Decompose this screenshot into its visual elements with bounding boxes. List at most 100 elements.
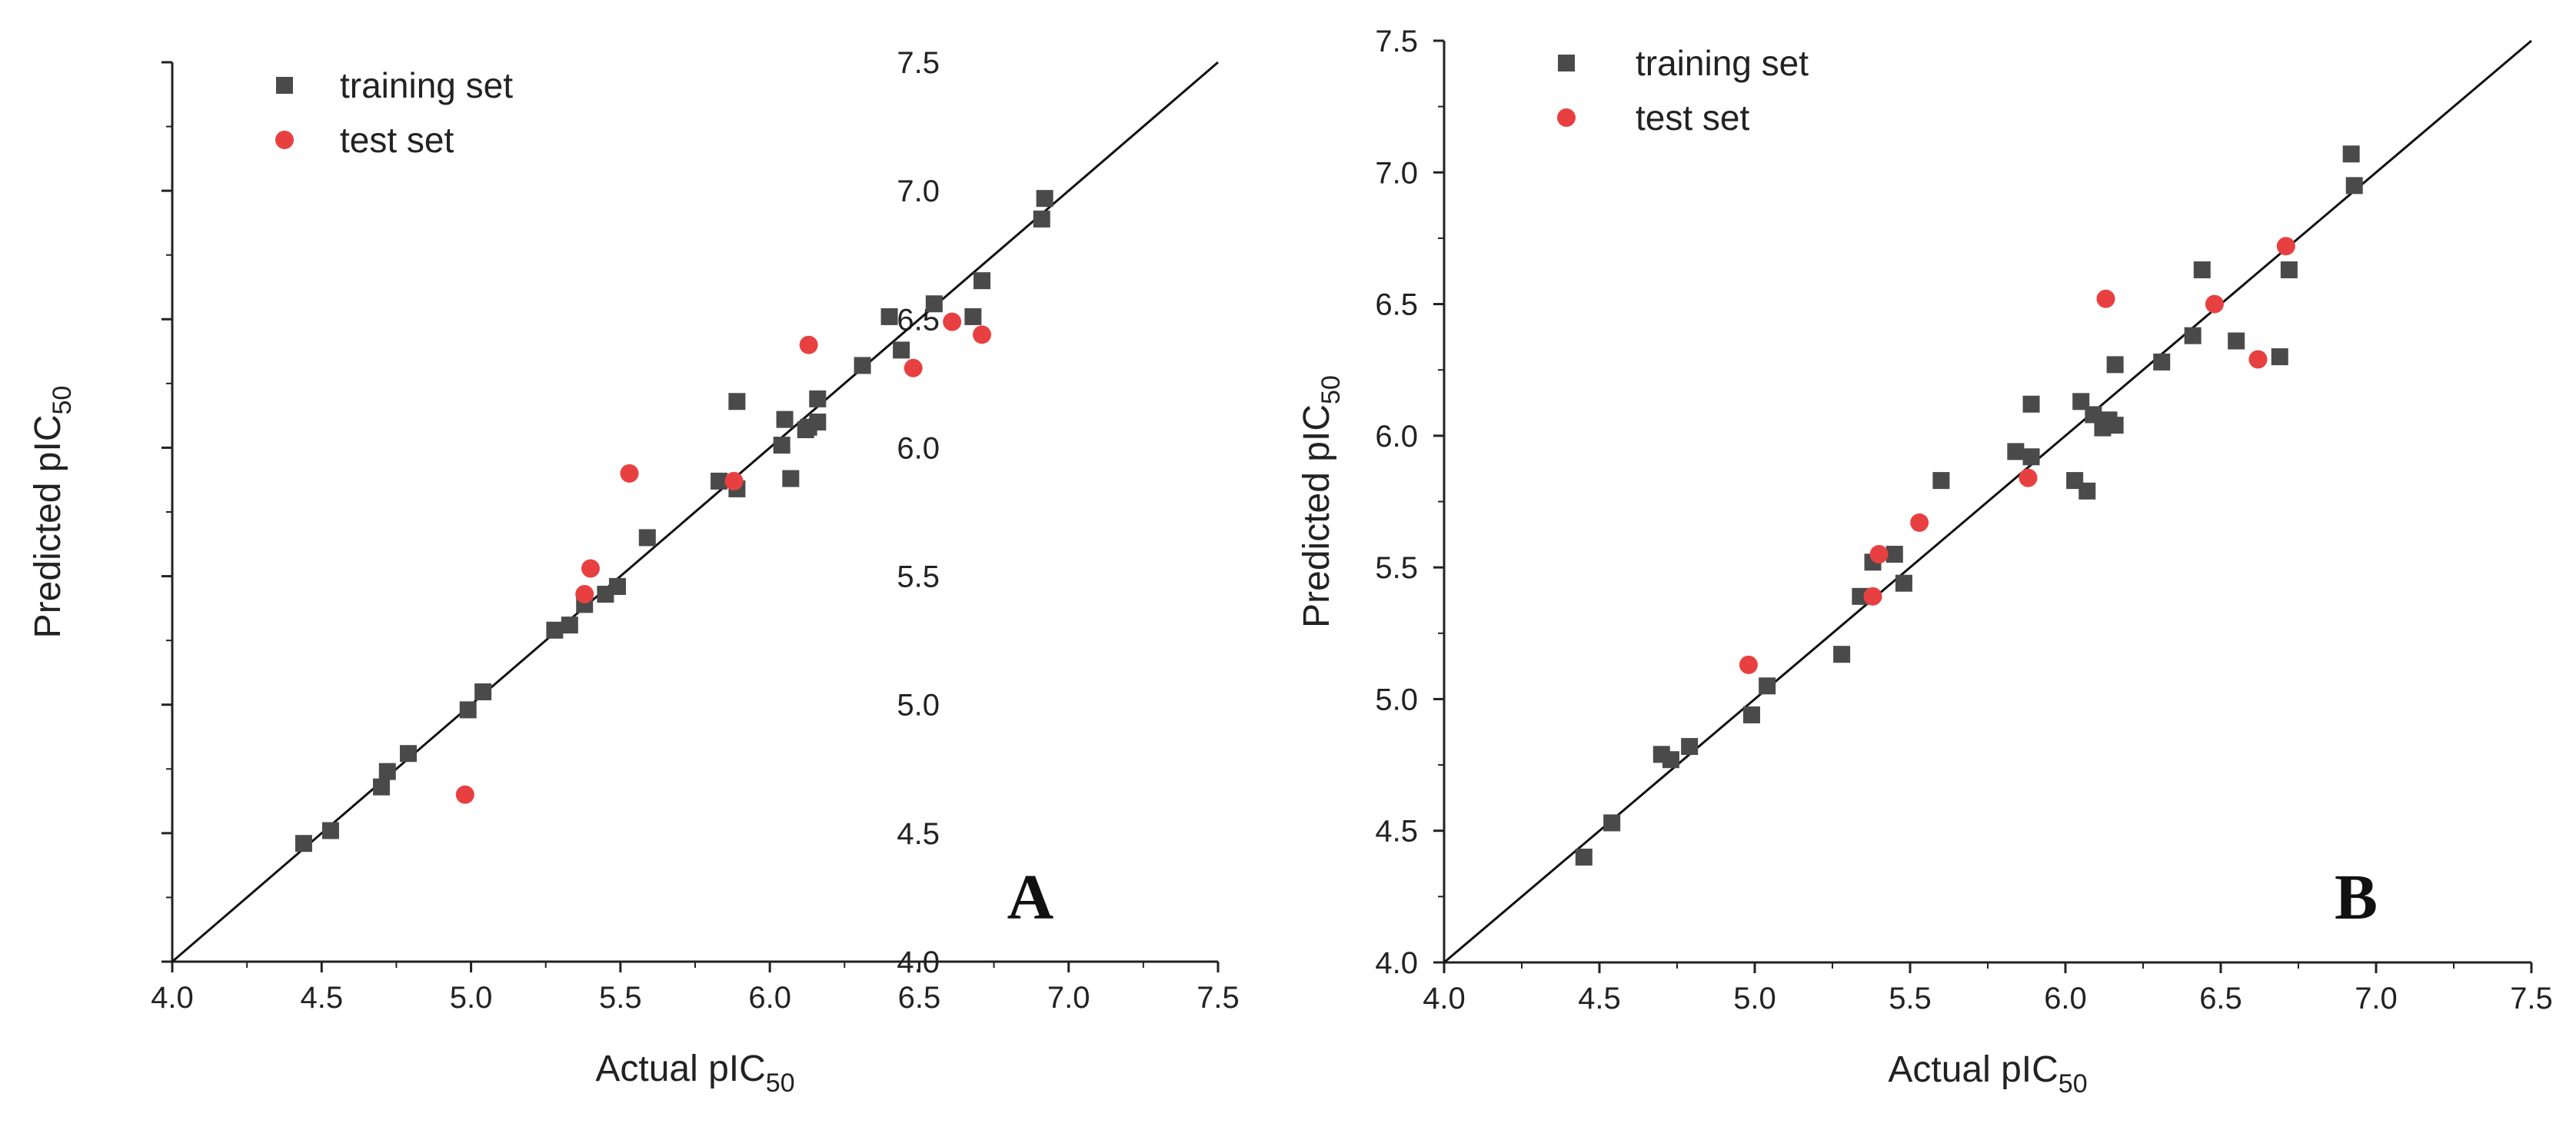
training-point (2085, 406, 2102, 424)
x-axis-title-subscript: 50 (2058, 1069, 2088, 1098)
training-point (2345, 177, 2363, 194)
training-point (1603, 814, 1621, 832)
training-point (773, 437, 790, 454)
panel-label: A (1007, 862, 1054, 933)
training-point (321, 822, 339, 839)
training-point (638, 529, 656, 547)
training-point (2022, 448, 2040, 466)
x-axis-title-subscript: 50 (766, 1069, 795, 1098)
training-point (2193, 261, 2211, 279)
training-point (2007, 443, 2025, 460)
training-point (1759, 677, 1776, 695)
training-point (809, 390, 827, 407)
y-tick-label: 7.5 (897, 46, 940, 80)
x-tick-label: 4.5 (1578, 982, 1621, 1015)
y-tick-label: 6.5 (1375, 288, 1418, 322)
x-tick-label: 6.0 (748, 981, 791, 1015)
training-point (2271, 348, 2288, 366)
legend: training set test set (275, 65, 513, 160)
x-axis-title-main: Actual pIC (1888, 1049, 2058, 1090)
y-tick-label: 4.5 (897, 817, 940, 851)
training-point (880, 307, 898, 325)
y-axis-title: Predicted pIC50 (28, 386, 77, 639)
x-tick-label: 7.5 (1196, 981, 1240, 1015)
test-point (620, 464, 639, 483)
training-point (373, 778, 390, 796)
series-test-set (1739, 237, 2295, 674)
training-point (1742, 706, 1760, 723)
x-axis-title: Actual pIC50 (595, 1049, 794, 1098)
y-axis-title-subscript: 50 (48, 386, 77, 415)
legend-circle-marker (275, 131, 294, 149)
y-axis-title: Predicted pIC50 (1296, 375, 1346, 628)
training-point (1895, 574, 1912, 592)
training-point (2153, 353, 2171, 371)
training-point (2228, 332, 2245, 350)
test-point (1910, 513, 1929, 532)
training-point (459, 701, 477, 719)
x-tick-label: 5.0 (1733, 982, 1776, 1015)
test-point (2205, 294, 2224, 314)
test-point (2019, 468, 2038, 487)
y-tick-label: 4.0 (1375, 946, 1418, 980)
x-axis-title: Actual pIC50 (1888, 1049, 2087, 1098)
training-point (925, 295, 943, 313)
x-tick-label: 4.0 (1423, 982, 1466, 1015)
test-point (2096, 289, 2115, 308)
training-point (2106, 356, 2124, 374)
test-point (904, 358, 923, 377)
y-tick-label: 7.0 (897, 174, 940, 208)
training-point (1681, 738, 1699, 756)
test-point (1739, 655, 1758, 674)
y-tick-label: 5.5 (897, 560, 940, 594)
x-tick-label: 5.5 (1889, 982, 1932, 1015)
test-point (799, 335, 818, 354)
y-tick-label: 6.0 (1375, 420, 1418, 454)
training-point (2022, 395, 2040, 413)
training-point (2072, 393, 2090, 410)
legend-circle-marker (1557, 108, 1576, 127)
x-tick-label: 7.5 (2510, 982, 2553, 1015)
y-tick-label: 7.5 (1375, 25, 1418, 58)
legend-label: training set (1636, 43, 1809, 83)
training-point (782, 470, 800, 487)
training-point (1033, 210, 1050, 228)
identity-line (1443, 39, 2532, 964)
test-point (943, 312, 962, 331)
training-point (2106, 417, 2124, 434)
training-point (399, 745, 417, 763)
training-point (964, 307, 982, 325)
x-tick-label: 5.5 (599, 981, 642, 1015)
training-point (2078, 482, 2096, 500)
legend-label: test set (1636, 98, 1750, 138)
y-axis-title-subscript: 50 (1316, 375, 1346, 404)
series-test-set (455, 312, 992, 804)
training-point (1885, 546, 1903, 563)
training-point (1575, 848, 1593, 866)
training-point (1036, 190, 1053, 208)
y-tick-label: 5.0 (897, 689, 940, 723)
series-training-set (1575, 145, 2363, 866)
training-point (546, 621, 564, 639)
y-tick-label: 5.5 (1375, 551, 1418, 585)
x-tick-label: 6.5 (898, 981, 941, 1015)
training-point (728, 393, 746, 410)
training-point (893, 341, 910, 359)
series-training-set (295, 190, 1053, 853)
test-point (581, 559, 600, 578)
legend-label: training set (340, 65, 513, 105)
y-tick-label: 5.0 (1375, 683, 1418, 716)
x-tick-label: 7.0 (2355, 982, 2398, 1015)
training-point (2280, 261, 2298, 279)
x-axis-title-main: Actual pIC (595, 1049, 765, 1089)
training-point (809, 414, 827, 430)
training-point (1833, 646, 1851, 663)
test-point (973, 325, 992, 344)
training-point (295, 835, 312, 853)
x-tick-label: 6.0 (2044, 982, 2087, 1015)
test-point (2276, 237, 2295, 256)
training-point (854, 357, 871, 374)
training-point (973, 272, 991, 290)
y-tick-label: 6.0 (897, 431, 940, 465)
